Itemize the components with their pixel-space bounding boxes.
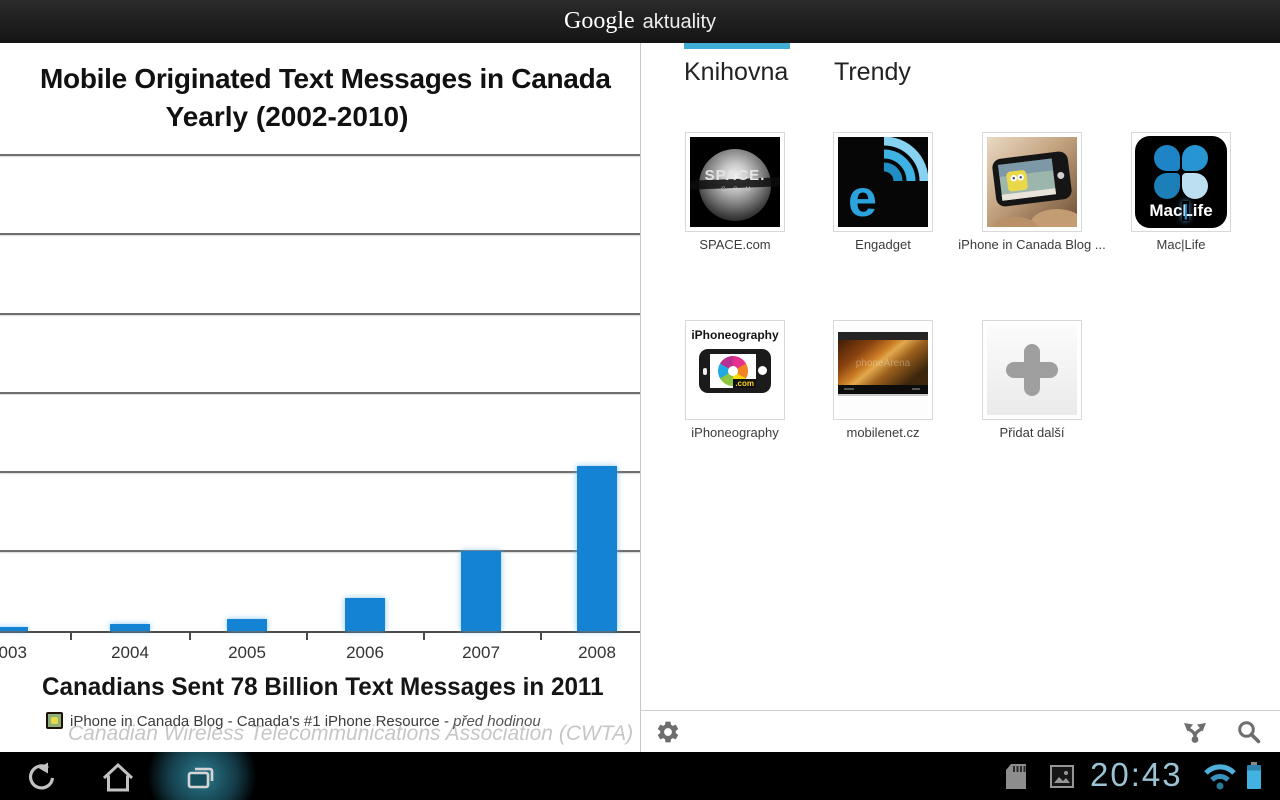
share-icon[interactable] (1182, 720, 1208, 751)
chart-title-line2: Yearly (2002-2010) (165, 101, 409, 132)
x-axis-line (0, 631, 640, 633)
article-headline[interactable]: Canadians Sent 78 Billion Text Messages … (42, 673, 604, 701)
maclife-logo: Mac | Life (1135, 136, 1227, 228)
chart-plot: Mobile Originated Text Messages in Canad… (0, 43, 640, 752)
axis-tick (540, 633, 542, 640)
tab-trendy[interactable]: Trendy (834, 58, 911, 86)
tile-iphoneography[interactable]: iPhoneography .com iPhoneography (685, 320, 785, 440)
tile-label: iPhone in Canada Blog ... (958, 237, 1106, 252)
tab-indicator (684, 43, 790, 49)
tile-thumb: e (833, 132, 933, 232)
x-axis-label: 2008 (578, 643, 616, 662)
gridline (0, 392, 640, 394)
mobilenet-watermark: phoneArena (856, 358, 911, 369)
axis-tick (423, 633, 425, 640)
tile-label: Přidat další (999, 425, 1065, 440)
engadget-e: e (848, 170, 877, 227)
x-axis-label: 2005 (228, 643, 266, 662)
recent-apps-button[interactable] (184, 762, 218, 797)
tile-thumb: SPACE. .C O M (685, 132, 785, 232)
tile-iphone-in-canada[interactable]: iPhone in Canada Blog ... (958, 132, 1106, 252)
x-axis-label: 2004 (111, 643, 149, 662)
bar-2008 (577, 466, 617, 631)
gridline (0, 471, 640, 473)
tile-mobilenet[interactable]: phoneArena mobilenet.cz (833, 320, 933, 440)
space-com-logo: SPACE. .C O M (690, 137, 780, 227)
engadget-logo: e (838, 137, 928, 227)
maclife-logo-text: Mac | Life (1149, 201, 1213, 220)
tile-thumb (982, 132, 1082, 232)
home-button[interactable] (100, 761, 136, 798)
tile-engadget[interactable]: e Engadget (833, 132, 933, 252)
search-icon[interactable] (1236, 719, 1262, 750)
back-button[interactable] (22, 761, 60, 798)
article-timestamp: před hodinou (453, 713, 541, 730)
iphone-in-canada-photo (987, 137, 1077, 227)
tile-label: Mac|Life (1156, 237, 1206, 252)
tile-maclife[interactable]: Mac | Life Mac|Life (1131, 132, 1231, 252)
gridline (0, 550, 640, 552)
mobilenet-photo: phoneArena (838, 325, 928, 415)
bar-2005 (227, 619, 267, 631)
chart-title-line1: Mobile Originated Text Messages in Canad… (40, 63, 611, 94)
library-toolbar (641, 710, 1280, 752)
app-title: aktuality (642, 11, 717, 33)
gridline (0, 154, 640, 156)
bar-2004 (110, 624, 150, 631)
wifi-icon (1203, 762, 1237, 795)
bar-2003 (0, 627, 28, 631)
library-pane: Knihovna Trendy SPACE. .C O M SPACE.com (641, 43, 1280, 752)
gridline (0, 233, 640, 235)
axis-tick (189, 633, 191, 640)
tile-thumb: iPhoneography .com (685, 320, 785, 420)
x-axis-label: 2007 (462, 643, 500, 662)
tile-label: Engadget (855, 237, 911, 252)
content: Mobile Originated Text Messages in Canad… (0, 43, 1280, 752)
article-background-text: Canadian Wireless Telecommunications Ass… (68, 722, 634, 745)
tile-thumb: Mac | Life (1131, 132, 1231, 232)
iphoneography-phone: .com (699, 349, 771, 393)
iphoneography-com-text: .com (733, 379, 756, 388)
axis-tick (306, 633, 308, 640)
tile-thumb: phoneArena (833, 320, 933, 420)
tile-thumb (982, 320, 1082, 420)
bar-2006 (345, 598, 385, 631)
tile-space-com[interactable]: SPACE. .C O M SPACE.com (685, 132, 785, 252)
maclife-clover (1154, 145, 1208, 199)
iphoneography-logo: iPhoneography .com (690, 325, 780, 415)
screenshot-icon (1050, 765, 1074, 793)
x-axis-label: 2006 (346, 643, 384, 662)
x-axis-label: 2003 (0, 643, 27, 662)
space-logo-text: SPACE. (704, 167, 766, 184)
battery-icon (1246, 762, 1262, 790)
action-bar: Google aktuality (0, 0, 1280, 43)
tile-label: iPhoneography (691, 425, 779, 440)
tile-add-more[interactable]: Přidat další (982, 320, 1082, 440)
space-logo-subtext: .C O M (716, 187, 754, 193)
tile-label: mobilenet.cz (846, 425, 920, 440)
source-name: iPhone in Canada Blog - Canada's #1 iPho… (70, 713, 454, 730)
sd-card-icon (1004, 763, 1028, 795)
article-preview[interactable]: Mobile Originated Text Messages in Canad… (0, 43, 640, 752)
google-logo: Google (563, 8, 635, 34)
pane-divider (640, 43, 641, 752)
tab-knihovna[interactable]: Knihovna (684, 58, 789, 86)
add-plus-icon (987, 325, 1077, 415)
gridline (0, 313, 640, 315)
tile-label: SPACE.com (699, 237, 771, 252)
settings-gear-icon[interactable] (655, 719, 681, 750)
iphoneography-logo-text: iPhoneography (691, 328, 779, 342)
system-bar: 20:43 (0, 752, 1280, 800)
status-clock: 20:43 (1090, 756, 1183, 793)
axis-tick (70, 633, 72, 640)
article-source: iPhone in Canada Blog - Canada's #1 iPho… (70, 713, 541, 730)
source-favicon-icon (46, 712, 63, 729)
bar-2007 (461, 551, 501, 631)
